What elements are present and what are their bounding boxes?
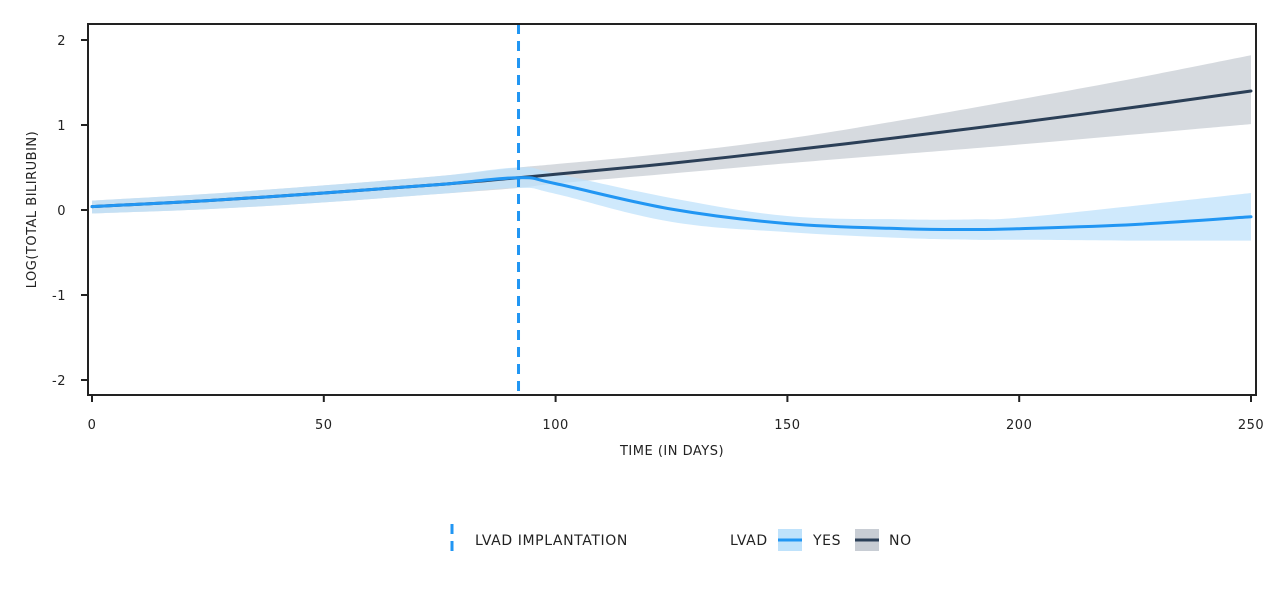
x-tick-label: 150 (774, 418, 800, 433)
y-tick-label: 2 (57, 34, 66, 49)
x-tick-label: 0 (88, 418, 97, 433)
y-tick-label: 0 (57, 204, 66, 219)
legend: LVAD IMPLANTATION LVAD YES NO (450, 524, 912, 554)
y-tick-label: 1 (57, 119, 66, 134)
legend-title: LVAD (730, 533, 768, 549)
band-yes (92, 167, 1251, 241)
band-no (92, 55, 1251, 214)
legend-label-yes: YES (812, 533, 841, 549)
x-tick-label: 250 (1238, 418, 1264, 433)
x-tick-label: 200 (1006, 418, 1032, 433)
y-axis: -2 -1 0 1 2 (52, 34, 88, 389)
x-axis: 0 50 100 150 200 250 (88, 395, 1264, 433)
series-lines (90, 89, 1253, 232)
legend-label-no: NO (889, 533, 912, 549)
series-line-yes (90, 176, 1253, 232)
y-tick-label: -2 (52, 374, 66, 389)
confidence-bands (92, 55, 1251, 241)
legend-label-implantation: LVAD IMPLANTATION (475, 533, 628, 549)
x-tick-label: 50 (315, 418, 333, 433)
y-axis-label: LOG(TOTAL BILIRUBIN) (25, 131, 40, 288)
x-axis-label: TIME (IN DAYS) (619, 444, 724, 459)
y-tick-label: -1 (52, 289, 66, 304)
x-tick-label: 100 (542, 418, 568, 433)
